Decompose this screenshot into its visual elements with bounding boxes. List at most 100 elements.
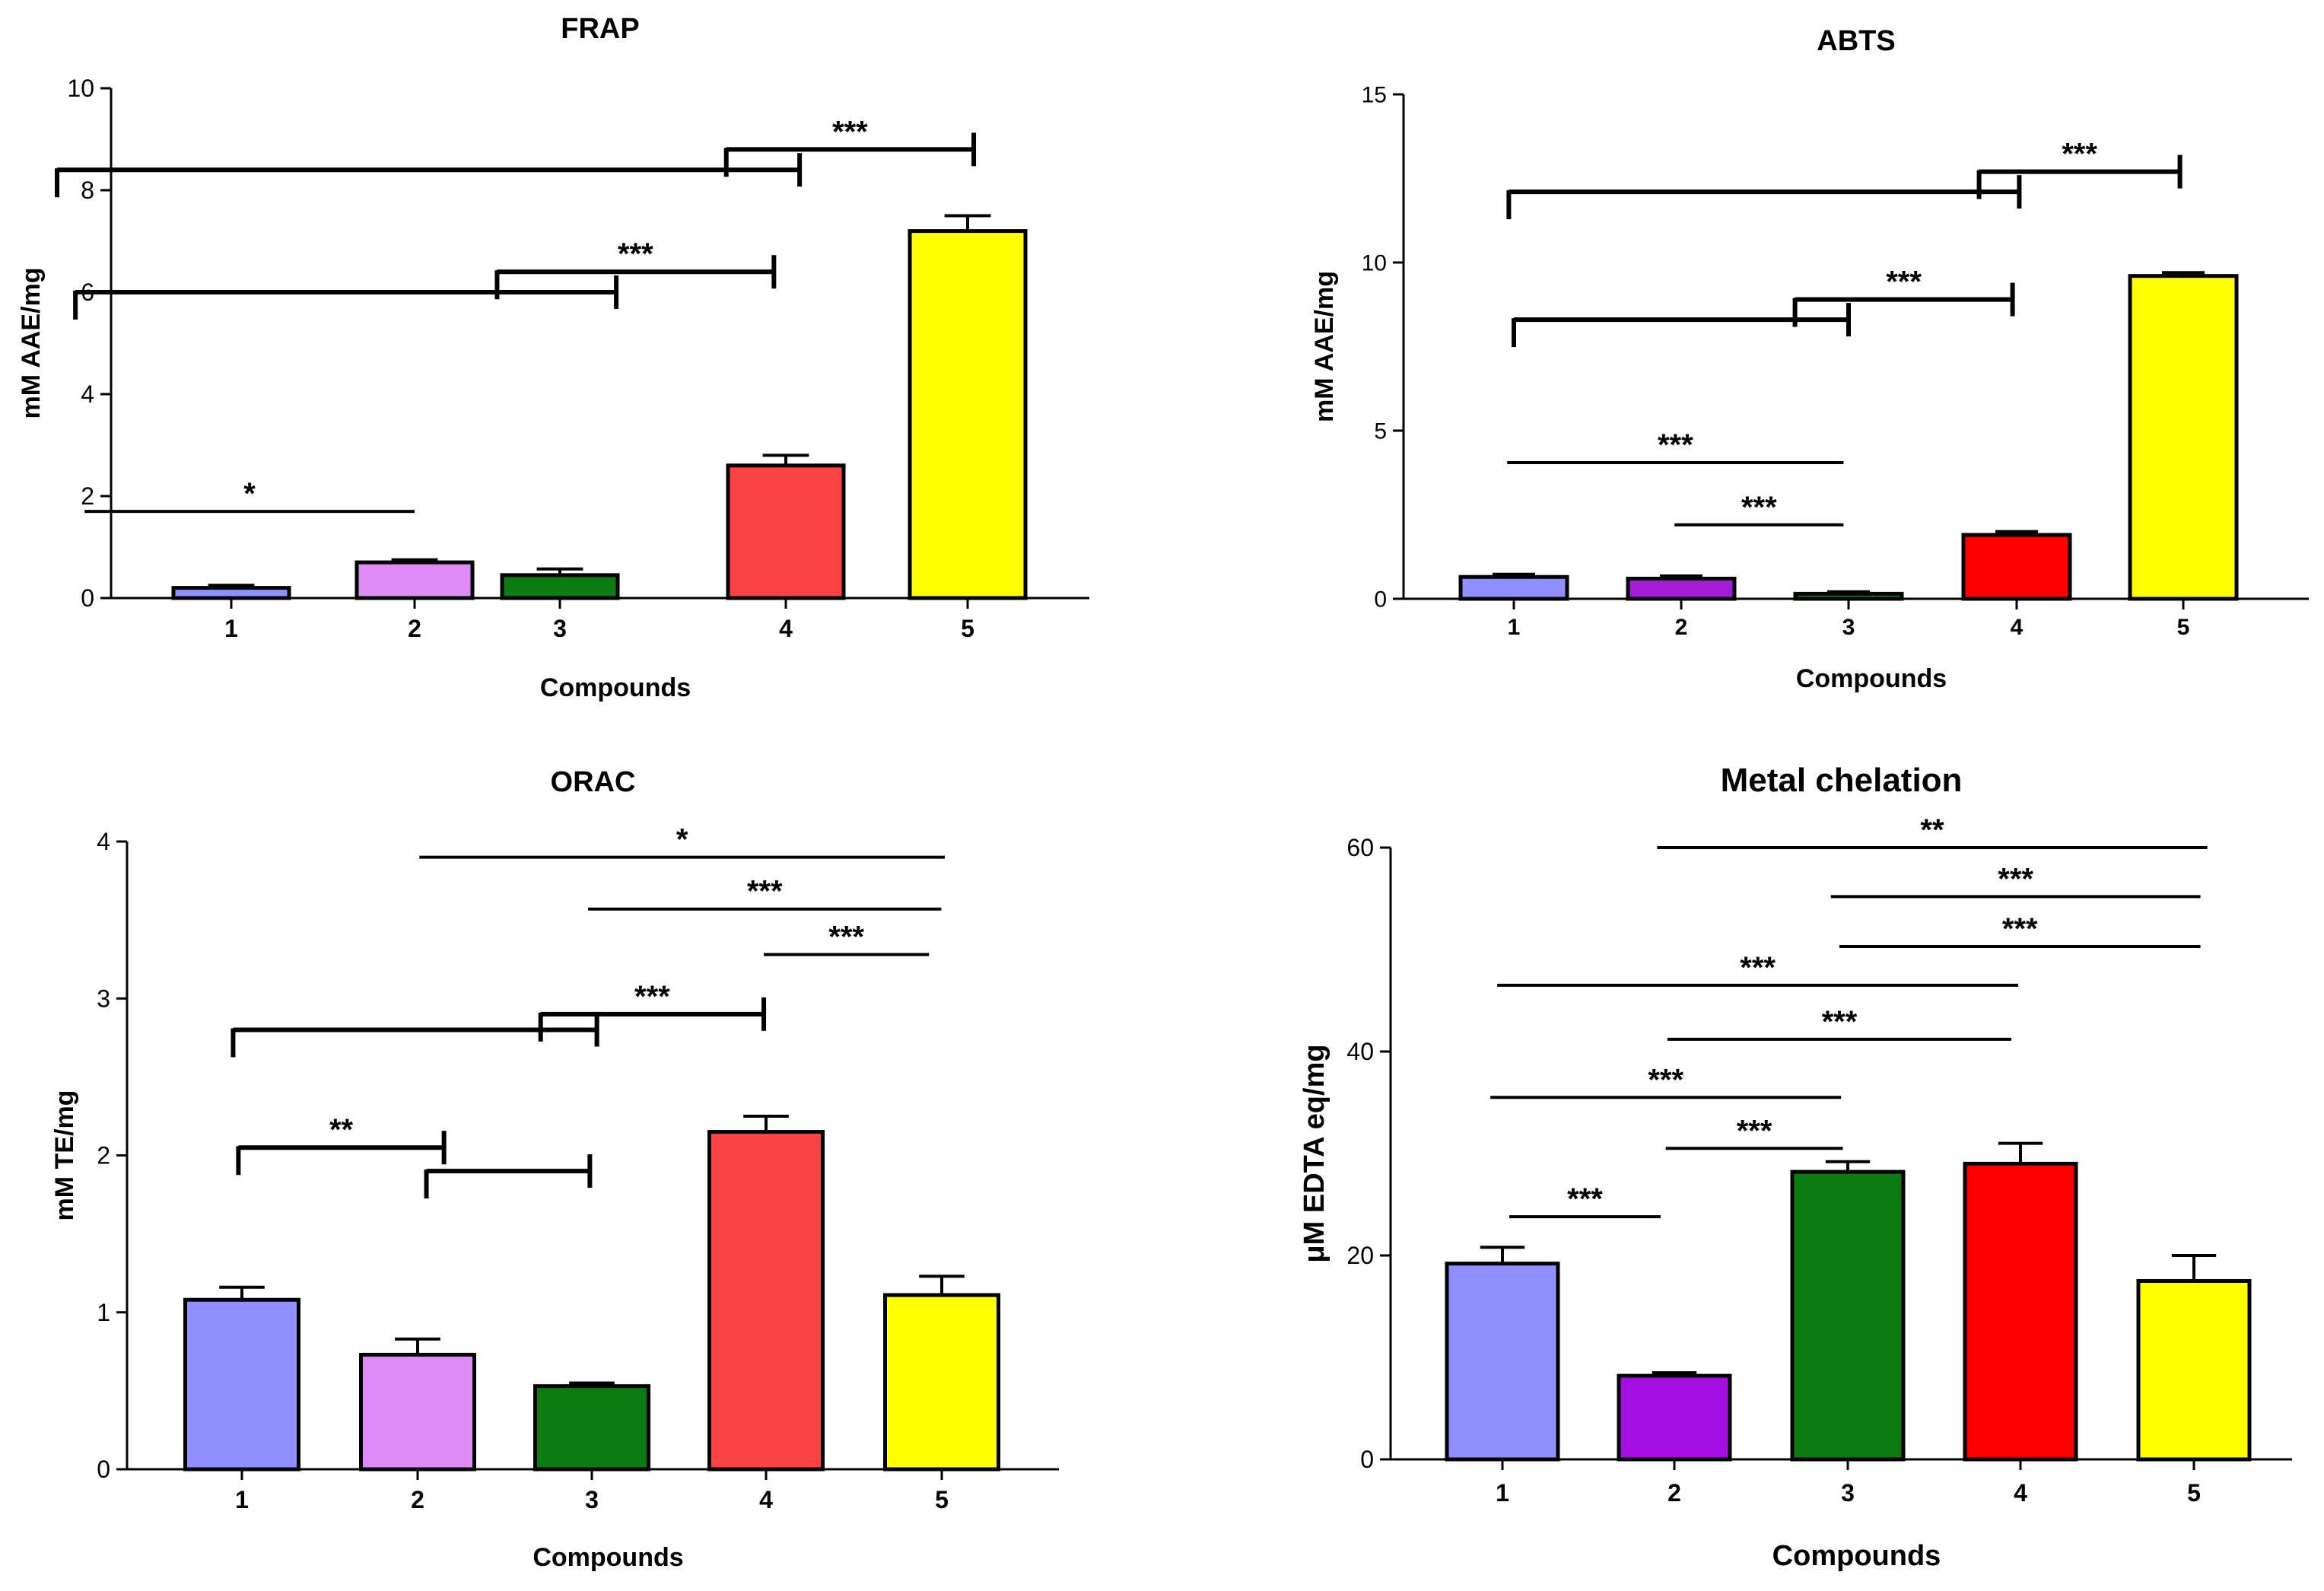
frap-bar-2 <box>354 560 475 600</box>
frap-significance-3 <box>55 153 803 198</box>
significance-label: *** <box>618 237 653 271</box>
orac-significance-4: *** <box>764 921 930 956</box>
abts-significance-4 <box>1506 175 2022 220</box>
significance-label: *** <box>2002 912 2038 946</box>
significance-label: *** <box>1998 862 2033 896</box>
metal-x-tick-label: 3 <box>1841 1479 1855 1507</box>
frap-x-tick-label: 5 <box>961 615 974 642</box>
orac-bar-3 <box>533 1384 650 1472</box>
abts-x-tick-label: 3 <box>1842 615 1855 640</box>
frap-y-tick-label: 8 <box>81 177 94 204</box>
abts-bar-1 <box>1458 574 1569 601</box>
metal-x-tick-label: 1 <box>1496 1479 1509 1507</box>
metal-y-tick-label: 20 <box>1346 1242 1374 1269</box>
metal-bar-3 <box>1790 1169 1906 1462</box>
metal-x-tick-label: 5 <box>2187 1479 2201 1507</box>
orac-bar-4 <box>707 1130 825 1472</box>
frap-x-tick-label: 4 <box>779 615 793 642</box>
orac-significance-3: *** <box>538 980 767 1042</box>
frap-x-tick-label: 1 <box>224 615 238 642</box>
abts-chart-panel: ABTS 0 5 10 15 mM AAE/mg 1 2 3 4 5 Compounds *** *** *… <box>1156 0 2324 730</box>
significance-label: *** <box>1741 491 1777 524</box>
frap-chart: FRAP0246810mM AAE/mg12345Compounds******… <box>17 13 1089 702</box>
metal-x-axis-label: Compounds <box>1772 1540 1941 1572</box>
abts-y-tick-label: 10 <box>1362 251 1387 276</box>
metal-y-tick-label: 40 <box>1346 1038 1374 1065</box>
orac-y-tick-label: 0 <box>97 1456 110 1483</box>
metal-significance-6: *** <box>1830 862 2201 899</box>
orac-x-tick-label: 2 <box>411 1486 424 1513</box>
metal-chelation-chart: Metal chelation 0 20 40 60 μM EDTA eq/mg 1 2 3 4 5… <box>1299 762 2292 1572</box>
orac-bar-2 <box>359 1352 476 1472</box>
orac-y-axis-label: mM TE/mg <box>50 1090 79 1221</box>
orac-x-tick-label: 5 <box>935 1486 949 1513</box>
orac-significance-1 <box>424 1154 593 1199</box>
orac-significance-2 <box>230 1013 599 1058</box>
orac-significance-6: * <box>419 823 945 859</box>
frap-title: FRAP <box>561 13 639 45</box>
abts-x-tick-label: 5 <box>2177 615 2190 640</box>
frap-x-tick-label: 2 <box>408 615 421 642</box>
metal-x-tick-label: 4 <box>2014 1479 2027 1507</box>
abts-significance-1: *** <box>1674 491 1844 527</box>
frap-significance-2: *** <box>494 237 777 300</box>
frap-y-tick-label: 2 <box>81 482 94 510</box>
orac-bar-5 <box>883 1293 1000 1472</box>
abts-bar-3 <box>1793 591 1904 601</box>
significance-label: ** <box>329 1113 354 1147</box>
abts-y-axis-label: mM AAE/mg <box>1310 271 1339 422</box>
significance-label: *** <box>1648 1063 1683 1096</box>
metal-chelation-chart-panel: Metal chelation 0 20 40 60 μM EDTA eq/mg 1 2 3 4 5… <box>1156 746 2324 1587</box>
significance-label: *** <box>1822 1005 1858 1039</box>
significance-label: *** <box>2062 138 2097 171</box>
abts-y-tick-label: 0 <box>1374 587 1387 613</box>
significance-label: *** <box>1886 266 1922 299</box>
frap-y-axis-label: mM AAE/mg <box>17 268 46 419</box>
frap-x-axis-label: Compounds <box>540 673 691 702</box>
metal-significance-4: *** <box>1497 951 2018 987</box>
significance-label: *** <box>832 115 868 148</box>
orac-significance-5: *** <box>588 875 942 911</box>
orac-x-tick-label: 3 <box>585 1486 599 1513</box>
metal-y-tick-label: 60 <box>1346 834 1374 861</box>
metal-bar-1 <box>1445 1262 1560 1462</box>
significance-label: *** <box>1658 428 1693 462</box>
metal-significance-5: *** <box>1839 912 2201 948</box>
abts-x-tick-label: 4 <box>2011 615 2024 640</box>
abts-significance-3: *** <box>1792 266 2015 327</box>
metal-significance-0: *** <box>1509 1182 1661 1219</box>
significance-label: *** <box>1737 1114 1772 1147</box>
abts-chart: ABTS 0 5 10 15 mM AAE/mg 1 2 3 4 5 Compounds *** *** *… <box>1310 25 2309 693</box>
significance-label: *** <box>634 980 670 1013</box>
metal-significance-1: *** <box>1665 1114 1843 1150</box>
significance-label: ** <box>1920 813 1944 847</box>
significance-label: *** <box>1740 951 1776 985</box>
abts-y-tick-label: 5 <box>1374 419 1387 444</box>
abts-x-axis-label: Compounds <box>1796 664 1947 693</box>
metal-y-axis-label: μM EDTA eq/mg <box>1299 1044 1330 1262</box>
orac-chart-panel: ORAC 0 1 2 3 4 mM TE/mg 1 2 3 4 5 Compounds ** *** *** *… <box>0 746 1156 1587</box>
orac-title: ORAC <box>551 766 636 798</box>
orac-bar-1 <box>183 1297 300 1472</box>
significance-label: * <box>676 823 688 857</box>
significance-label: *** <box>747 875 783 908</box>
orac-y-tick-label: 3 <box>97 985 110 1012</box>
metal-y-tick-label: 0 <box>1360 1446 1374 1473</box>
orac-significance-0: ** <box>236 1113 447 1176</box>
metal-bar-4 <box>1963 1161 2078 1462</box>
frap-y-tick-label: 0 <box>81 584 94 612</box>
significance-label: *** <box>828 921 864 954</box>
abts-significance-2 <box>1512 303 1851 348</box>
orac-x-axis-label: Compounds <box>533 1543 683 1572</box>
significance-label: *** <box>1567 1182 1603 1216</box>
orac-y-tick-label: 1 <box>97 1299 110 1326</box>
abts-y-tick-label: 15 <box>1362 83 1387 108</box>
abts-bar-5 <box>2128 274 2239 601</box>
metal-x-tick-label: 2 <box>1667 1479 1681 1507</box>
frap-significance-4: *** <box>723 115 977 177</box>
metal-bar-5 <box>2136 1279 2252 1462</box>
abts-x-tick-label: 2 <box>1675 615 1688 640</box>
orac-y-tick-label: 4 <box>97 828 110 855</box>
metal-title: Metal chelation <box>1721 762 1963 799</box>
frap-bar-4 <box>726 463 846 600</box>
